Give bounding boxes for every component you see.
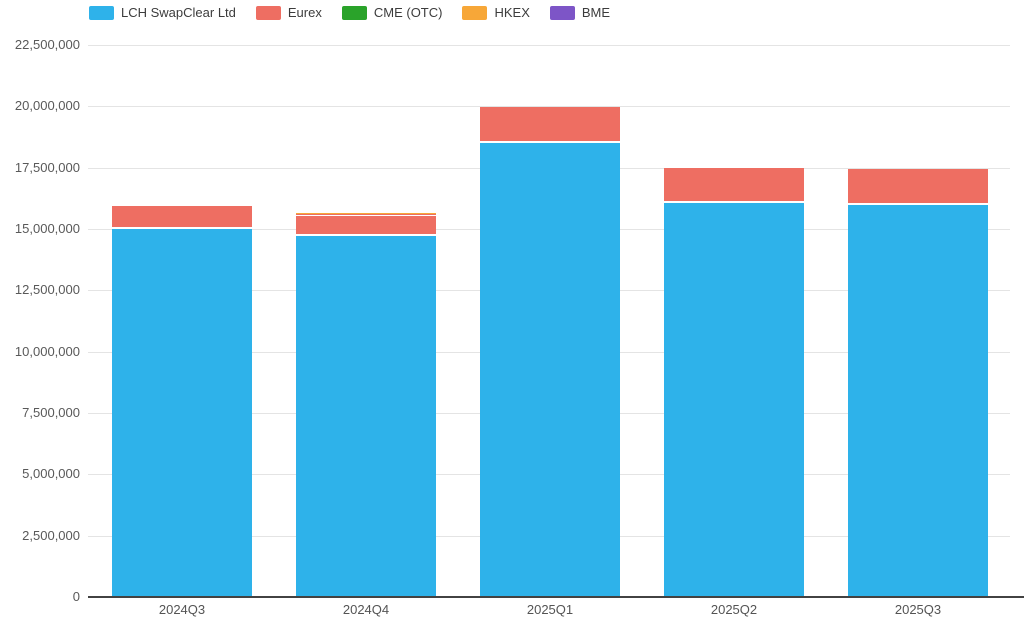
legend-label: Eurex	[287, 5, 322, 20]
x-axis-tick-label-2024q4: 2024Q4	[342, 602, 390, 617]
y-axis-tick-label: 17,500,000	[14, 160, 80, 175]
legend-item-bme[interactable]: BME	[549, 5, 611, 20]
y-axis-tick-label: 0	[72, 589, 80, 604]
y-axis-tick-label: 10,000,000	[14, 344, 80, 359]
plot-area	[90, 45, 1010, 597]
legend-item-hkex[interactable]: HKEX	[462, 5, 530, 20]
legend-label: HKEX	[494, 5, 530, 20]
legend-item-cme-otc[interactable]: CME (OTC)	[341, 5, 443, 20]
x-axis-line	[88, 596, 1024, 598]
legend-label: LCH SwapClear Ltd	[121, 5, 236, 20]
y-axis-tick-label: 7,500,000	[22, 405, 80, 420]
bar-segment-eurex-2024q4[interactable]	[296, 214, 436, 234]
bar-segment-lch-swapclear-ltd-2024q4[interactable]	[296, 234, 436, 597]
y-axis-tick-label: 22,500,000	[14, 37, 80, 52]
bar-segment-lch-swapclear-ltd-2025q1[interactable]	[480, 141, 620, 597]
legend-swatch-cme-otc-icon	[341, 5, 367, 20]
legend-label: CME (OTC)	[373, 5, 443, 20]
y-axis-tick-label: 5,000,000	[22, 466, 80, 481]
y-axis-tick-label: 2,500,000	[22, 528, 80, 543]
bar-segment-eurex-2025q1[interactable]	[480, 107, 620, 141]
bar-segment-eurex-2024q3[interactable]	[112, 206, 252, 227]
legend-swatch-hkex-icon	[462, 5, 488, 20]
x-axis-tick-label-2025q1: 2025Q1	[526, 602, 574, 617]
y-axis-tick-label: 15,000,000	[14, 221, 80, 236]
bar-segment-lch-swapclear-ltd-2025q2[interactable]	[664, 201, 804, 597]
bar-group-2024q4	[296, 45, 436, 597]
legend-label: BME	[581, 5, 611, 20]
bar-segment-hkex-2024q4[interactable]	[296, 213, 436, 214]
gridline	[88, 45, 1010, 46]
x-axis-tick-label-2025q3: 2025Q3	[894, 602, 942, 617]
bar-group-2025q3	[848, 45, 988, 597]
y-axis-tick-label: 20,000,000	[14, 98, 80, 113]
legend-swatch-bme-icon	[549, 5, 575, 20]
bar-group-2025q2	[664, 45, 804, 597]
gridline	[88, 106, 1010, 107]
x-axis-tick-label-2024q3: 2024Q3	[158, 602, 206, 617]
bar-segment-eurex-2025q2[interactable]	[664, 168, 804, 201]
y-axis-tick-label: 12,500,000	[14, 282, 80, 297]
legend-swatch-lch-swapclear-ltd-icon	[89, 5, 114, 20]
legend-swatch-eurex-icon	[255, 5, 281, 20]
legend-item-eurex[interactable]: Eurex	[255, 5, 322, 20]
bar-segment-lch-swapclear-ltd-2024q3[interactable]	[112, 227, 252, 597]
bar-group-2025q1	[480, 45, 620, 597]
bar-group-2024q3	[112, 45, 252, 597]
chart-legend: LCH SwapClear Ltd Eurex CME (OTC) HKEX BME	[89, 5, 610, 20]
legend-item-lch-swapclear-ltd[interactable]: LCH SwapClear Ltd	[89, 5, 236, 20]
bar-segment-lch-swapclear-ltd-2025q3[interactable]	[848, 203, 988, 597]
bar-segment-eurex-2025q3[interactable]	[848, 169, 988, 203]
x-axis-tick-label-2025q2: 2025Q2	[710, 602, 758, 617]
